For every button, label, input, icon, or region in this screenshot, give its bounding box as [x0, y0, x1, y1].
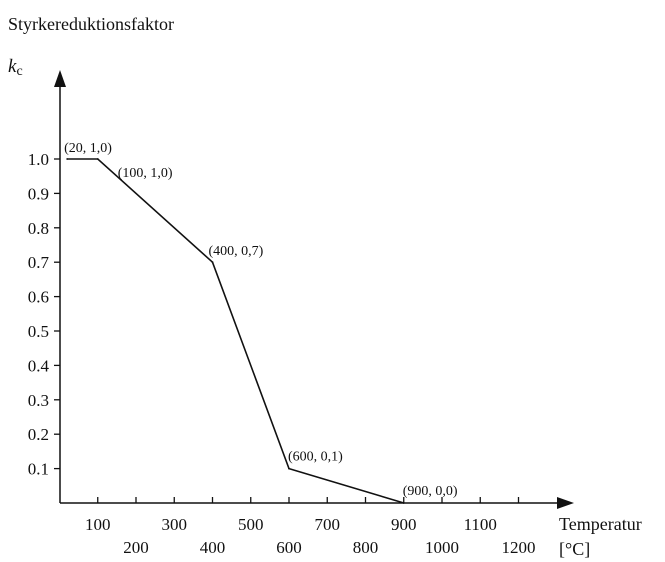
y-tick-label: 0.6	[28, 288, 49, 307]
point-annotation: (400, 0,7)	[209, 244, 264, 259]
y-tick-label: 0.9	[28, 184, 49, 203]
point-annotation: (100, 1,0)	[118, 166, 173, 181]
x-tick-label: 500	[238, 515, 264, 534]
axes	[54, 70, 574, 509]
x-tick-label: 900	[391, 515, 417, 534]
data-point	[288, 467, 290, 470]
annotations: (20, 1,0) (100, 1,0) (400, 0,7) (600, 0,1) (…	[64, 141, 458, 499]
x-axis-label: Temperatur	[559, 514, 642, 534]
x-tick-label: 1100	[464, 515, 497, 534]
y-tick-label: 0.2	[28, 425, 49, 444]
x-axis-unit: [°C]	[559, 539, 590, 559]
y-axis-label-subscript: c	[16, 64, 22, 79]
x-tick-label: 300	[162, 515, 188, 534]
chart-title: Styrkereduktionsfaktor	[8, 14, 174, 34]
x-tick-label: 200	[123, 538, 149, 557]
data-point	[211, 261, 214, 264]
y-tick-label: 1.0	[28, 150, 49, 169]
y-axis-label-main: k	[8, 56, 17, 77]
x-tick-label: 800	[353, 538, 379, 557]
x-tick-label: 600	[276, 538, 302, 557]
y-axis-arrow	[54, 70, 66, 87]
x-tick-label: 400	[200, 538, 226, 557]
y-tick-label: 0.4	[28, 356, 50, 375]
y-tick-label: 0.3	[28, 391, 49, 410]
x-tick-label: 700	[315, 515, 341, 534]
point-annotation: (900, 0,0)	[403, 484, 458, 499]
y-axis-label: kc	[8, 56, 23, 79]
y-ticks: 0.1 0.2 0.3 0.4 0.5 0.6 0.7 0.8 0.9 1.0	[28, 150, 60, 479]
point-annotation: (20, 1,0)	[64, 141, 112, 156]
x-axis-arrow	[557, 497, 574, 509]
data-point	[402, 502, 405, 504]
x-tick-label: 1000	[425, 538, 459, 557]
series-line	[67, 158, 405, 504]
data-point	[66, 158, 69, 160]
x-tick-label: 100	[85, 515, 111, 534]
x-tick-label: 1200	[502, 538, 536, 557]
x-ticks: 100 200 300 400 500 600 700 800 900 1000 1100 1200	[85, 497, 536, 557]
data-point	[96, 158, 99, 160]
y-tick-label: 0.1	[28, 460, 49, 479]
y-tick-label: 0.8	[28, 219, 49, 238]
point-annotation: (600, 0,1)	[288, 450, 343, 465]
y-tick-label: 0.5	[28, 322, 49, 341]
y-tick-label: 0.7	[28, 253, 50, 272]
series	[66, 158, 405, 504]
